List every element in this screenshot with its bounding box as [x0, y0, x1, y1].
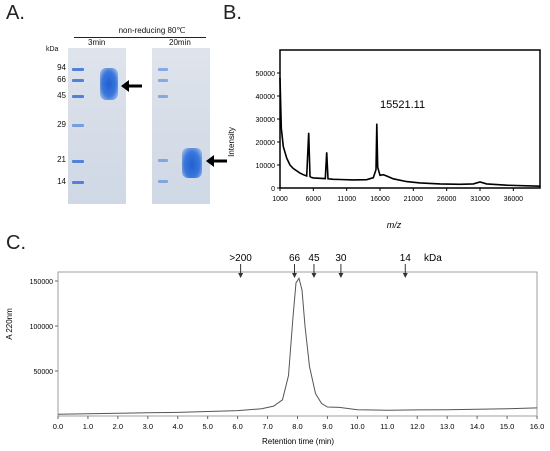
kda-marker-label: 14 — [400, 253, 412, 264]
sec-xtick-label: 12.0 — [410, 422, 425, 431]
kda-marker-arrowhead-icon — [238, 273, 244, 278]
ms-xtick-label: 6000 — [306, 196, 322, 203]
sec-xtick-label: 3.0 — [143, 422, 153, 431]
marker-band-r66 — [158, 79, 168, 82]
kda-marker-label: 66 — [289, 253, 301, 264]
sec-xtick-label: 8.0 — [292, 422, 302, 431]
sec-chromatogram-chart: 50000 100000 150000 0.0 1.0 2.0 3.0 4.0 5.0 6.0 7.… — [5, 253, 545, 446]
sec-xtick-label: 15.0 — [500, 422, 515, 431]
ms-ytick-label: 20000 — [256, 140, 276, 147]
kda-marker-arrowhead-icon — [338, 273, 344, 278]
ms-xlabel: m/z — [387, 220, 402, 230]
kda-marker-arrowhead-icon — [402, 273, 408, 278]
kda-marker-arrowhead-icon — [292, 273, 298, 278]
sec-ytick-label: 100000 — [30, 324, 53, 331]
ms-plot-frame — [279, 49, 541, 189]
marker-label-14: 14 — [57, 177, 66, 186]
lane-label-20min: 20min — [169, 38, 191, 47]
ms-xtick-label: 1000 — [272, 196, 288, 203]
ms-xtick-label: 36000 — [504, 196, 524, 203]
sec-ytick-label: 150000 — [30, 279, 53, 286]
marker-band-r14 — [158, 180, 168, 183]
chromatogram-series — [57, 277, 538, 415]
marker-band-r45 — [158, 95, 168, 98]
sec-ytick-label: 50000 — [34, 369, 54, 376]
sec-xtick-label: 9.0 — [322, 422, 332, 431]
marker-band-r94 — [158, 68, 168, 71]
sec-xtick-label: 4.0 — [173, 422, 183, 431]
lane-label-3min: 3min — [88, 38, 106, 47]
panel-a-letter: A. — [6, 2, 25, 24]
marker-label-21: 21 — [57, 155, 66, 164]
sec-plot-frame — [57, 271, 538, 417]
protein-band-20min — [182, 148, 202, 178]
marker-band-14 — [72, 181, 84, 184]
sec-xtick-label: 2.0 — [113, 422, 123, 431]
ms-ytick-label: 50000 — [256, 71, 276, 78]
peak-annotation: 15521.11 — [380, 99, 425, 111]
sec-ylabel: A 220nm — [5, 308, 14, 340]
sec-xtick-label: 11.0 — [380, 422, 394, 431]
marker-band-21 — [72, 160, 84, 163]
mass-spectrum-series — [279, 77, 541, 187]
marker-band-94 — [72, 68, 84, 71]
kda-marker-label: 30 — [335, 253, 347, 264]
marker-label-45: 45 — [57, 91, 66, 100]
sec-xtick-label: 0.0 — [53, 422, 63, 431]
marker-band-45 — [72, 95, 84, 98]
kda-unit-label: kDa — [424, 253, 442, 264]
ms-ytick-label: 0 — [271, 186, 275, 193]
condition-divider — [74, 37, 206, 38]
mass-spectrum-chart: 0 10000 20000 30000 40000 50000 1000 6000 11000 1… — [227, 49, 541, 230]
gel-condition-label: non-reducing 80℃ — [118, 26, 186, 35]
sec-xtick-label: 10.0 — [350, 422, 365, 431]
panel-b-letter: B. — [223, 2, 242, 24]
sec-xtick-label: 6.0 — [232, 422, 242, 431]
sec-xtick-label: 13.0 — [440, 422, 455, 431]
marker-label-94: 94 — [57, 63, 66, 72]
ms-xtick-label: 21000 — [404, 196, 424, 203]
sec-xtick-label: 14.0 — [470, 422, 485, 431]
kda-marker-label: >200 — [229, 253, 252, 264]
kda-label: kDa — [46, 46, 59, 53]
panel-c-letter: C. — [6, 232, 26, 254]
ms-xtick-label: 11000 — [337, 196, 356, 203]
ms-ytick-label: 10000 — [256, 163, 276, 170]
ms-ytick-label: 30000 — [256, 117, 276, 124]
marker-label-66: 66 — [57, 75, 66, 84]
band-arrow-3min-icon — [121, 80, 142, 92]
protein-band-3min — [100, 68, 118, 100]
kda-marker-arrowhead-icon — [311, 273, 317, 278]
kda-marker-label: 45 — [308, 253, 320, 264]
marker-band-29 — [72, 124, 84, 127]
marker-band-66 — [72, 79, 84, 82]
marker-label-29: 29 — [57, 120, 66, 129]
marker-band-r21 — [158, 159, 168, 162]
band-arrow-20min-icon — [206, 155, 227, 167]
sec-xtick-label: 7.0 — [262, 422, 272, 431]
sec-xtick-label: 5.0 — [202, 422, 212, 431]
ms-xtick-label: 31000 — [470, 196, 490, 203]
ms-ylabel: Intensity — [227, 127, 236, 157]
gel-slab-right — [152, 48, 210, 204]
ms-xtick-label: 26000 — [437, 196, 457, 203]
sec-xlabel: Retention time (min) — [262, 437, 334, 446]
sec-xtick-label: 1.0 — [83, 422, 93, 431]
sec-xtick-label: 16.0 — [530, 422, 545, 431]
ms-ytick-label: 40000 — [256, 94, 276, 101]
ms-xtick-label: 16000 — [370, 196, 390, 203]
gel-slab-left — [68, 48, 126, 204]
